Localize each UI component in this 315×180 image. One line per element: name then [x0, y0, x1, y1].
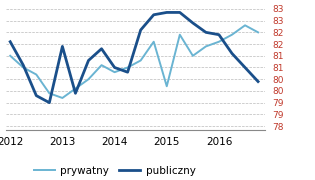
publiczny: [178, 11, 182, 14]
prywatny: [178, 34, 182, 36]
prywatny: [8, 55, 12, 57]
prywatny: [191, 55, 195, 57]
publiczny: [113, 66, 117, 69]
publiczny: [73, 92, 77, 94]
prywatny: [243, 24, 247, 26]
publiczny: [230, 52, 234, 55]
prywatny: [21, 66, 25, 69]
publiczny: [87, 59, 90, 62]
prywatny: [34, 73, 38, 76]
publiczny: [100, 48, 103, 50]
Line: publiczny: publiczny: [10, 12, 258, 103]
publiczny: [21, 64, 25, 66]
prywatny: [217, 41, 221, 43]
publiczny: [217, 34, 221, 36]
prywatny: [100, 64, 103, 66]
prywatny: [204, 45, 208, 48]
prywatny: [60, 97, 64, 99]
publiczny: [152, 14, 156, 16]
publiczny: [34, 94, 38, 97]
prywatny: [230, 34, 234, 36]
prywatny: [126, 66, 129, 69]
publiczny: [243, 66, 247, 69]
publiczny: [139, 29, 143, 31]
prywatny: [256, 31, 260, 33]
publiczny: [165, 11, 169, 14]
publiczny: [60, 45, 64, 48]
publiczny: [256, 80, 260, 83]
prywatny: [87, 78, 90, 80]
publiczny: [126, 71, 129, 73]
prywatny: [48, 92, 51, 94]
publiczny: [8, 41, 12, 43]
prywatny: [139, 59, 143, 62]
publiczny: [48, 102, 51, 104]
prywatny: [73, 87, 77, 90]
Legend: prywatny, publiczny: prywatny, publiczny: [30, 162, 200, 180]
publiczny: [204, 31, 208, 33]
prywatny: [113, 71, 117, 73]
publiczny: [191, 22, 195, 24]
Line: prywatny: prywatny: [10, 25, 258, 98]
prywatny: [165, 85, 169, 87]
prywatny: [152, 41, 156, 43]
